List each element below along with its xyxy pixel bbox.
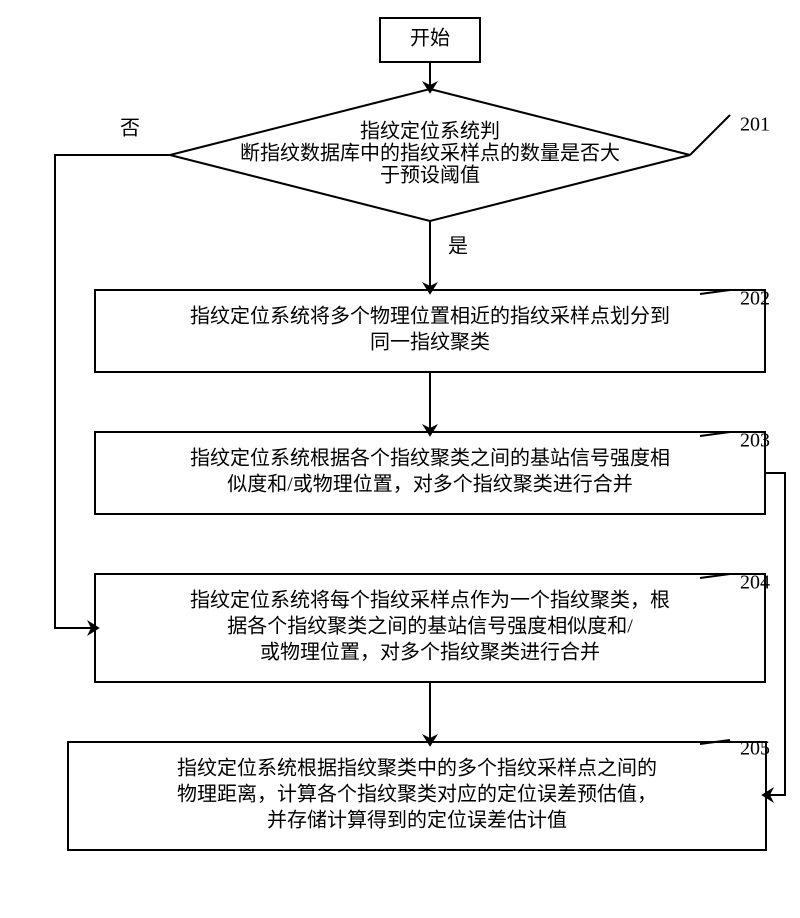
label-l205: 205 xyxy=(740,738,770,760)
label-l203: 203 xyxy=(740,430,770,452)
node-text-start: 开始 xyxy=(410,27,450,50)
text-line: 指纹定位系统将多个物理位置相近的指纹采样点划分到 xyxy=(190,305,670,328)
leader-6 xyxy=(690,115,730,155)
label-l204: 204 xyxy=(740,572,770,594)
label-l202: 202 xyxy=(740,288,770,310)
text-line: 开始 xyxy=(410,27,450,50)
node-text-n204: 指纹定位系统将每个指纹采样点作为一个指纹聚类，根据各个指纹聚类之间的基站信号强度… xyxy=(190,589,670,664)
node-text-decision: 指纹定位系统判断指纹数据库中的指纹采样点的数量是否大于预设阈值 xyxy=(240,120,620,187)
text-line: 或物理位置，对多个指纹聚类进行合并 xyxy=(260,641,600,664)
text-line: 指纹定位系统判 xyxy=(360,120,500,143)
flowchart-canvas: 开始指纹定位系统判断指纹数据库中的指纹采样点的数量是否大于预设阈值指纹定位系统将… xyxy=(0,0,800,918)
label-yes: 是 xyxy=(448,236,468,258)
text-line: 物理距离，计算各个指纹聚类对应的定位误差预估值， xyxy=(177,783,657,806)
text-line: 据各个指纹聚类之间的基站信号强度相似度和/ xyxy=(227,615,633,638)
text-line: 并存储计算得到的定位误差估计值 xyxy=(267,809,567,832)
text-line: 指纹定位系统根据指纹聚类中的多个指纹采样点之间的 xyxy=(177,757,657,780)
text-line: 指纹定位系统根据各个指纹聚类之间的基站信号强度相 xyxy=(190,447,670,470)
edge-4 xyxy=(55,155,170,628)
text-line: 指纹定位系统将每个指纹采样点作为一个指纹聚类，根 xyxy=(190,589,670,612)
node-text-n205: 指纹定位系统根据指纹聚类中的多个指纹采样点之间的物理距离，计算各个指纹聚类对应的… xyxy=(177,757,657,832)
label-no: 否 xyxy=(120,118,140,140)
text-line: 断指纹数据库中的指纹采样点的数量是否大 xyxy=(240,142,620,165)
node-text-n202: 指纹定位系统将多个物理位置相近的指纹采样点划分到同一指纹聚类 xyxy=(190,305,670,354)
text-line: 于预设阈值 xyxy=(380,164,480,187)
label-l201: 201 xyxy=(740,114,770,136)
node-text-n203: 指纹定位系统根据各个指纹聚类之间的基站信号强度相似度和/或物理位置，对多个指纹聚… xyxy=(190,447,670,496)
text-line: 似度和/或物理位置，对多个指纹聚类进行合并 xyxy=(227,473,633,496)
text-line: 同一指纹聚类 xyxy=(370,331,490,354)
